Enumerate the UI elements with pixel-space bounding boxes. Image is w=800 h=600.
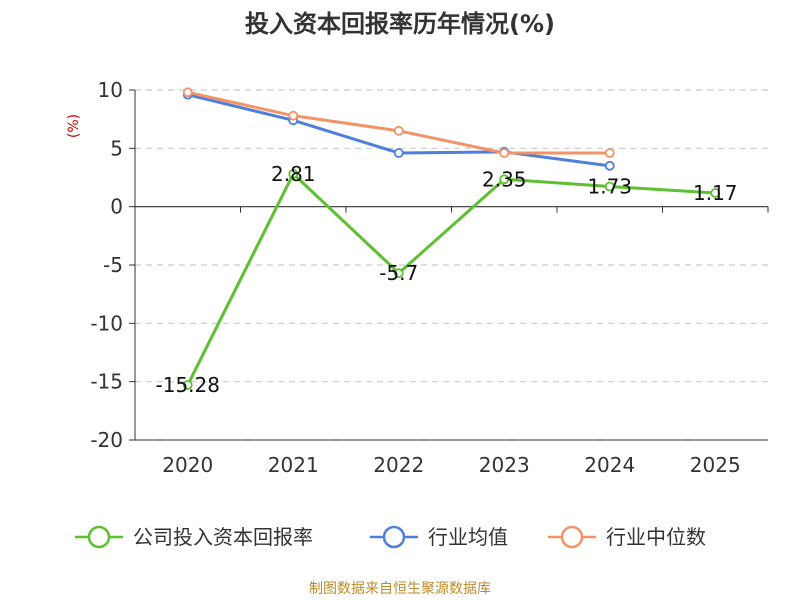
data-point	[604, 148, 615, 158]
legend-label: 行业均值	[428, 525, 508, 549]
x-tick-label: 2022	[373, 453, 424, 477]
y-axis-label: (%)	[66, 114, 82, 138]
x-tick-label: 2024	[584, 453, 635, 477]
data-labels: -15.28 2.81 -5.7 2.35 1.73 1.17	[156, 162, 738, 397]
data-point	[393, 268, 404, 279]
data-label: 2.35	[482, 167, 527, 191]
y-tick-label: 5	[110, 136, 123, 160]
y-tick-label: -5	[103, 253, 123, 277]
legend: 公司投入资本回报率 行业均值 行业中位数	[75, 525, 706, 549]
data-point	[499, 174, 510, 185]
x-tick-label: 2021	[268, 453, 319, 477]
data-point	[288, 110, 299, 121]
series-line	[186, 172, 716, 386]
data-label: 2.81	[271, 162, 316, 186]
data-point	[604, 181, 615, 192]
axes: 10 5 0 -5 -10 -15 -20 2020 2021 2022 2023 2024 2025	[90, 78, 769, 477]
x-tick-label: 2020	[162, 453, 213, 477]
y-tick-label: -20	[90, 428, 123, 452]
data-label: 1.17	[693, 181, 738, 205]
chart-title: 投入资本回报率历年情况(%)	[245, 10, 555, 38]
data-point	[499, 148, 510, 158]
data-label: -5.7	[379, 261, 418, 285]
source-note: 制图数据来自恒生聚源数据库	[309, 581, 491, 597]
data-label: 1.73	[587, 174, 632, 198]
legend-label: 行业中位数	[606, 525, 706, 549]
data-point	[288, 168, 299, 179]
legend-marker	[560, 525, 584, 549]
y-tick-label: -10	[90, 311, 123, 335]
data-point	[393, 148, 404, 158]
x-tick-label: 2023	[479, 453, 530, 477]
legend-label: 公司投入资本回报率	[133, 525, 313, 549]
data-point	[710, 188, 721, 198]
data-point	[182, 380, 193, 390]
y-tick-label: 0	[110, 195, 123, 219]
series-layer	[182, 87, 721, 390]
y-tick-label: -15	[90, 370, 123, 394]
series-line	[187, 90, 610, 155]
data-point	[182, 87, 193, 98]
legend-marker	[382, 525, 406, 549]
legend-marker	[87, 525, 111, 549]
data-point	[393, 125, 404, 136]
data-point	[604, 160, 615, 171]
y-tick-label: 10	[98, 78, 123, 102]
data-label: -15.28	[156, 373, 220, 397]
x-tick-label: 2025	[690, 453, 741, 477]
